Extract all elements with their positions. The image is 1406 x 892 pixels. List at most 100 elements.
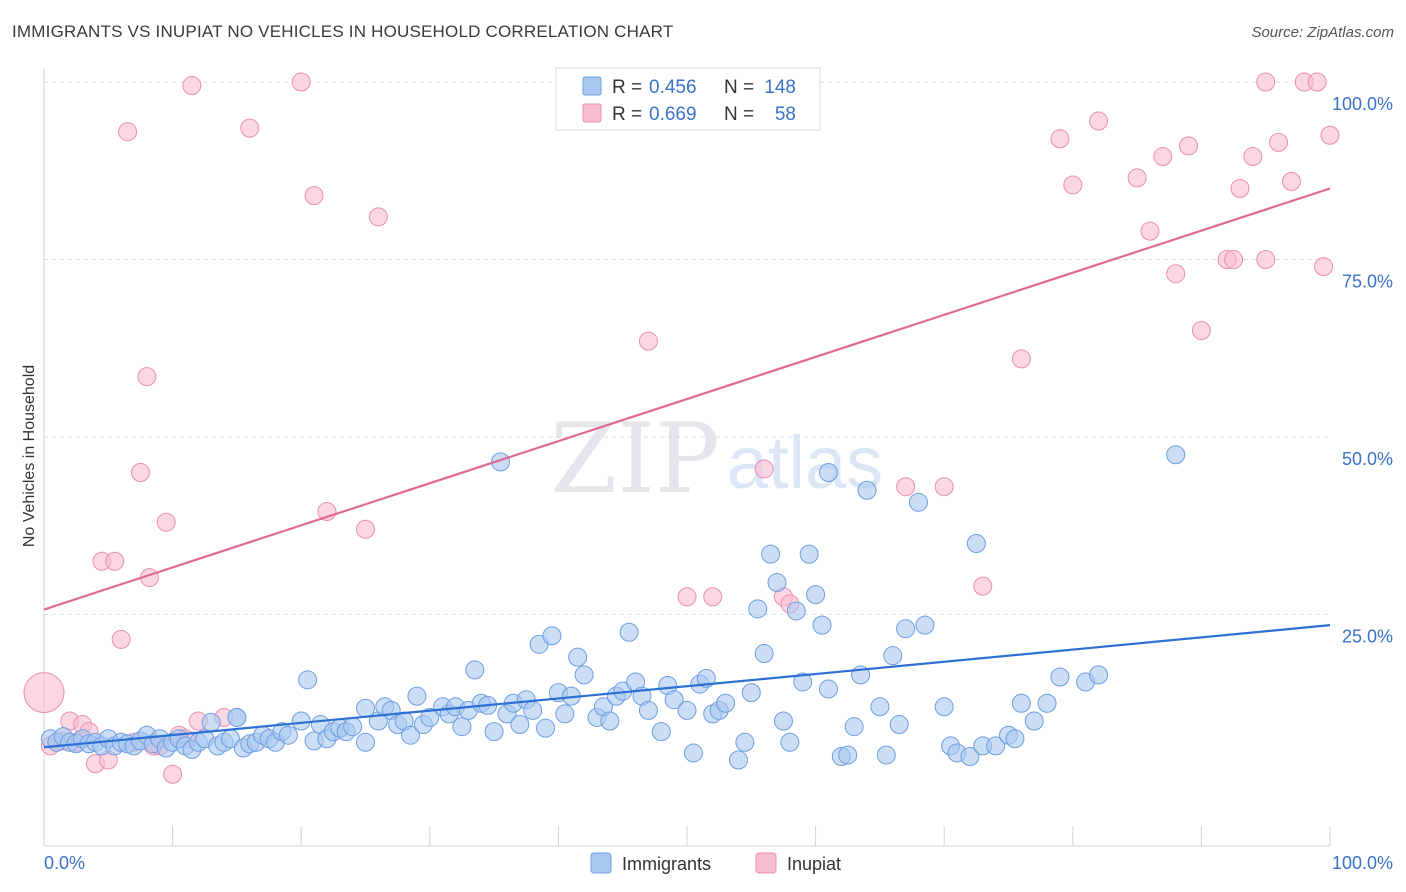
immigrants-point <box>889 715 909 735</box>
grid-lines <box>44 81 1330 615</box>
immigrants-point <box>619 622 639 642</box>
inupiat-point <box>1256 250 1276 269</box>
inupiat-point <box>1063 175 1083 195</box>
immigrants-point <box>1037 693 1057 713</box>
immigrants-point <box>728 750 748 770</box>
immigrants-trend-line <box>43 624 1331 749</box>
immigrants-point <box>799 544 819 564</box>
immigrants-point <box>523 700 543 720</box>
legend-immigrants-label: Immigrants <box>622 854 711 874</box>
immigrants-point <box>735 732 755 752</box>
inupiat-point <box>703 587 723 607</box>
y-tick-label: 100.0% <box>1332 94 1393 114</box>
immigrants-point <box>716 693 736 713</box>
immigrants-point <box>574 665 594 685</box>
series-legend: Immigrants Inupiat <box>590 852 841 874</box>
axes <box>43 68 1331 847</box>
inupiat-point <box>677 587 697 607</box>
immigrants-point <box>343 717 363 737</box>
immigrants-point <box>786 601 806 621</box>
inupiat-point <box>1127 168 1147 188</box>
inupiat-point <box>156 512 176 532</box>
immigrants-point <box>767 573 787 593</box>
inupiat-point <box>1243 147 1263 167</box>
legend-inupiat-label: Inupiat <box>787 854 841 874</box>
immigrants-point <box>748 599 768 619</box>
inupiat-point <box>1281 171 1301 191</box>
inupiat-point <box>111 629 131 649</box>
inupiat-point <box>1153 147 1173 167</box>
inupiat-point <box>1166 264 1186 284</box>
y-tick-label: 50.0% <box>1342 449 1393 469</box>
immigrants-point <box>812 615 832 635</box>
immigrants-point <box>356 732 375 752</box>
inupiat-point <box>368 207 388 227</box>
immigrants-point <box>908 492 928 512</box>
immigrants-point <box>1166 445 1186 465</box>
inupiat-point <box>304 186 324 206</box>
immigrants-point <box>677 700 697 720</box>
immigrants-point <box>806 585 826 605</box>
inupiat-point <box>1089 111 1109 131</box>
immigrants-point <box>201 712 221 732</box>
immigrants-point <box>465 660 485 680</box>
inupiat-point <box>896 477 916 497</box>
inupiat-point <box>1320 125 1340 145</box>
immigrants-point <box>773 711 793 731</box>
watermark-zip: ZIP <box>550 403 719 515</box>
immigrants-point <box>452 717 472 737</box>
inupiat-point <box>1140 221 1160 241</box>
immigrants-point <box>683 743 703 763</box>
immigrants-point <box>934 697 954 717</box>
legend-r-value: 0.456 <box>649 77 697 98</box>
immigrants-point <box>793 672 813 692</box>
immigrants-point <box>966 534 986 553</box>
y-axis-label: No Vehicles in Household <box>21 365 38 547</box>
immigrants-point <box>844 717 864 737</box>
immigrants-point <box>298 670 318 690</box>
legend-n-value: 58 <box>775 104 796 125</box>
inupiat-point <box>1224 250 1244 269</box>
inupiat-point <box>130 463 150 482</box>
immigrants-point <box>986 736 1006 756</box>
y-tick-labels: 25.0% 50.0% 75.0% 100.0% <box>1332 94 1393 647</box>
x-tick-label-left: 0.0% <box>44 853 85 873</box>
stats-legend: R = 0.456 N = 148 R = 0.669 N = 58 <box>555 67 821 131</box>
inupiat-point <box>1230 179 1250 198</box>
trend-lines <box>43 187 1331 749</box>
legend-n-label: N = <box>724 104 754 125</box>
inupiat-trend-line <box>43 187 1331 611</box>
x-tick-label-right: 100.0% <box>1332 853 1393 873</box>
immigrants-point <box>638 700 658 720</box>
watermark: ZIP atlas <box>550 403 883 515</box>
immigrants-point <box>870 697 890 717</box>
immigrants-point <box>780 732 800 752</box>
legend-n-label: N = <box>724 77 754 98</box>
immigrants-point <box>407 686 427 706</box>
immigrants-point <box>510 715 530 735</box>
immigrants-point <box>818 463 838 482</box>
inupiat-point <box>1050 129 1070 149</box>
x-tick-labels: 0.0% 100.0% <box>44 853 1393 873</box>
immigrants-point <box>876 745 896 765</box>
immigrants-point <box>1050 667 1070 687</box>
immigrants-point <box>664 690 684 710</box>
immigrants-point <box>401 725 421 745</box>
immigrants-point <box>600 711 620 731</box>
chart-title: IMMIGRANTS VS INUPIAT NO VEHICLES IN HOU… <box>12 22 674 41</box>
immigrants-point <box>542 626 562 646</box>
legend-r-value: 0.669 <box>649 104 697 125</box>
immigrants-point <box>568 647 588 667</box>
inupiat-point <box>1307 72 1327 92</box>
legend-immigrants-swatch <box>590 852 612 874</box>
legend-r-label: R = <box>612 104 642 125</box>
inupiat-point <box>137 367 157 387</box>
immigrants-point <box>838 745 858 765</box>
immigrants-point <box>291 711 311 731</box>
inupiat-point <box>118 122 138 142</box>
immigrants-point <box>278 725 298 745</box>
inupiat-point <box>1314 257 1334 277</box>
inupiat-point <box>105 551 125 571</box>
watermark-atlas: atlas <box>727 421 883 504</box>
